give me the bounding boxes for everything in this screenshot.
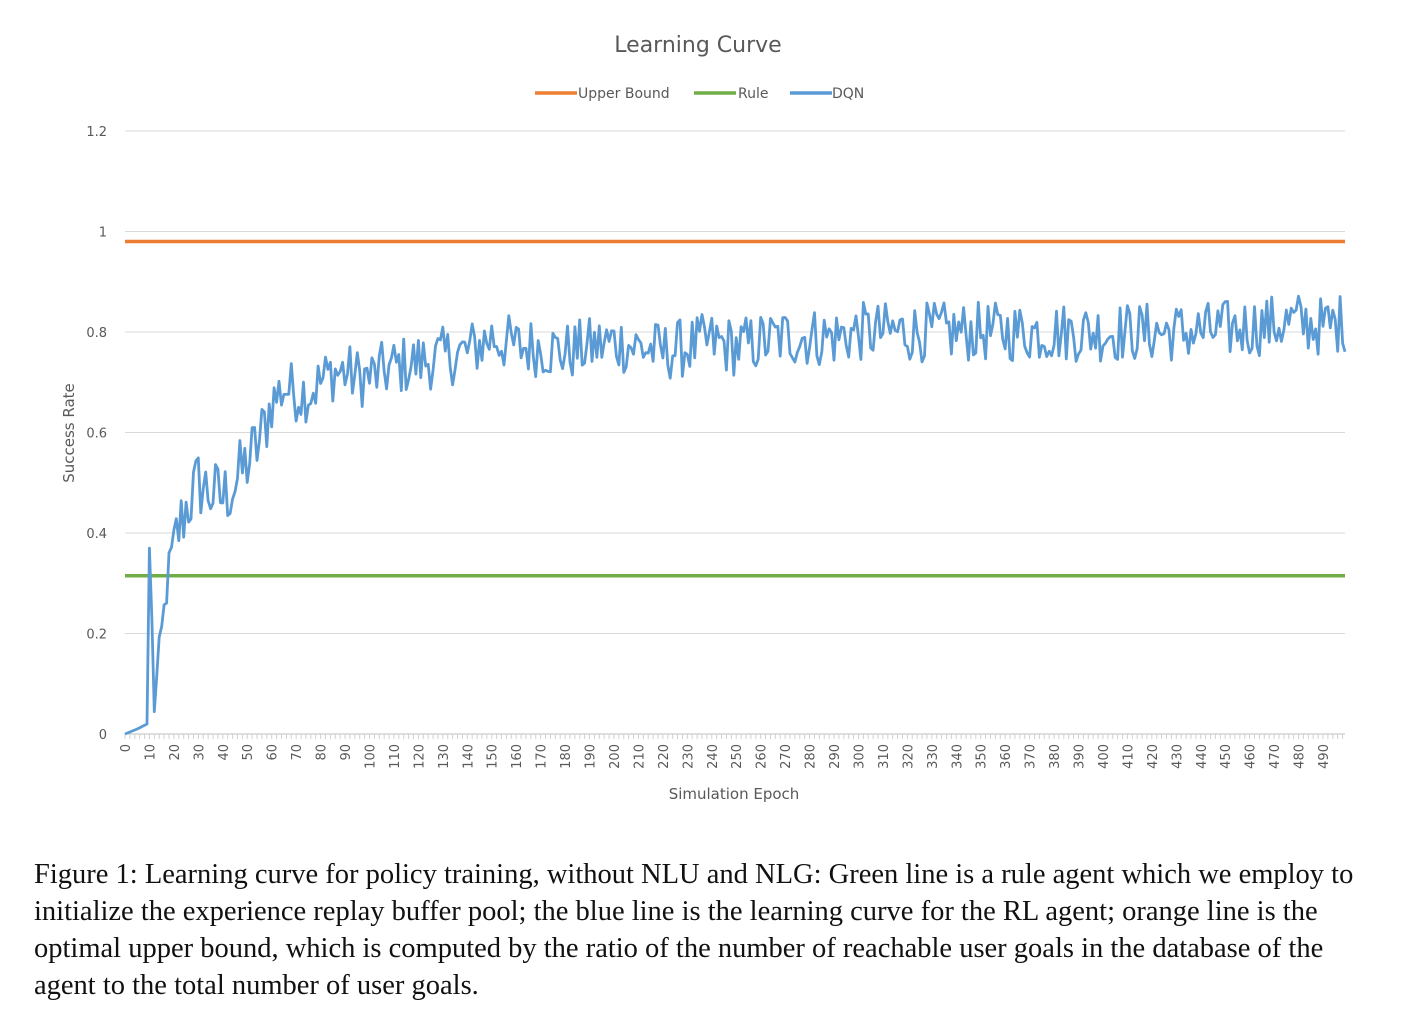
- x-tick-label: 220: [657, 744, 672, 769]
- x-tick-labels: 0 10 20 30 40 50 60 70 80 90 100 110 120 130 140 150 160…: [119, 734, 1344, 769]
- x-tick-label: 180: [559, 744, 574, 769]
- y-tick-label: 1.2: [86, 125, 107, 140]
- x-tick-label: 470: [1268, 744, 1283, 769]
- x-axis-label: Simulation Epoch: [669, 785, 800, 803]
- x-tick-label: 200: [608, 744, 623, 769]
- x-tick-label: 350: [975, 744, 990, 769]
- x-tick-label: 480: [1293, 744, 1308, 769]
- chart-title: Learning Curve: [614, 33, 781, 58]
- x-tick-label: 230: [681, 744, 696, 769]
- y-tick-label: 0.4: [86, 527, 107, 542]
- x-tick-label: 490: [1317, 744, 1332, 769]
- x-tick-label: 400: [1097, 744, 1112, 769]
- x-tick-label: 20: [168, 744, 183, 761]
- x-tick-label: 130: [437, 744, 452, 769]
- x-tick-label: 270: [779, 744, 794, 769]
- y-axis-label: Success Rate: [60, 383, 78, 483]
- x-tick-label: 110: [388, 744, 403, 769]
- legend-label-rule: Rule: [738, 86, 768, 102]
- x-tick-label: 100: [363, 744, 378, 769]
- x-tick-label: 280: [804, 744, 819, 769]
- x-tick-label: 450: [1219, 744, 1234, 769]
- x-tick-label: 120: [412, 744, 427, 769]
- x-tick-label: 140: [461, 744, 476, 769]
- x-tick-label: 380: [1048, 744, 1063, 769]
- x-tick-label: 0: [119, 744, 134, 752]
- x-tick-label: 160: [510, 744, 525, 769]
- x-tick-label: 430: [1170, 744, 1185, 769]
- legend: Upper Bound Rule DQN: [535, 86, 864, 102]
- x-tick-label: 190: [584, 744, 599, 769]
- y-tick-label: 1: [99, 226, 107, 241]
- x-tick-label: 420: [1146, 744, 1161, 769]
- y-tick-label: 0.8: [86, 326, 107, 341]
- x-tick-label: 360: [999, 744, 1014, 769]
- x-tick-label: 170: [535, 744, 550, 769]
- x-tick-label: 80: [315, 744, 330, 761]
- x-tick-label: 390: [1073, 744, 1088, 769]
- y-tick-labels: 0 0.2 0.4 0.6 0.8 1 1.2: [86, 125, 107, 743]
- series-layer: [124, 239, 1347, 736]
- figure-caption: Figure 1: Learning curve for policy trai…: [34, 859, 1354, 1001]
- x-tick-label: 440: [1195, 744, 1210, 769]
- x-tick-label: 310: [877, 744, 892, 769]
- y-tick-label: 0.2: [86, 628, 107, 643]
- x-tick-label: 290: [828, 744, 843, 769]
- x-tick-label: 90: [339, 744, 354, 761]
- x-tick-label: 70: [290, 744, 305, 761]
- gridlines: [125, 130, 1345, 735]
- x-tick-label: 300: [852, 744, 867, 769]
- x-tick-label: 50: [241, 744, 256, 761]
- x-tick-label: 340: [950, 744, 965, 769]
- x-tick-label: 250: [730, 744, 745, 769]
- legend-label-upper-bound: Upper Bound: [578, 86, 670, 102]
- x-tick-label: 260: [755, 744, 770, 769]
- y-tick-label: 0: [99, 728, 107, 743]
- x-tick-label: 410: [1121, 744, 1136, 769]
- y-tick-label: 0.6: [86, 427, 107, 442]
- x-tick-label: 320: [901, 744, 916, 769]
- x-tick-label: 460: [1244, 744, 1259, 769]
- learning-curve-chart: Learning Curve Upper Bound Rule DQN 0 0.2 0.…: [60, 33, 1347, 803]
- x-tick-label: 40: [217, 744, 232, 761]
- x-tick-label: 30: [192, 744, 207, 761]
- legend-label-dqn: DQN: [832, 86, 864, 102]
- x-tick-label: 210: [632, 744, 647, 769]
- x-tick-label: 10: [143, 744, 158, 761]
- x-tick-label: 370: [1024, 744, 1039, 769]
- x-tick-label: 330: [926, 744, 941, 769]
- x-tick-label: 60: [266, 744, 281, 761]
- x-tick-label: 150: [486, 744, 501, 769]
- x-tick-label: 240: [706, 744, 721, 769]
- series-line-dqn: [124, 294, 1347, 736]
